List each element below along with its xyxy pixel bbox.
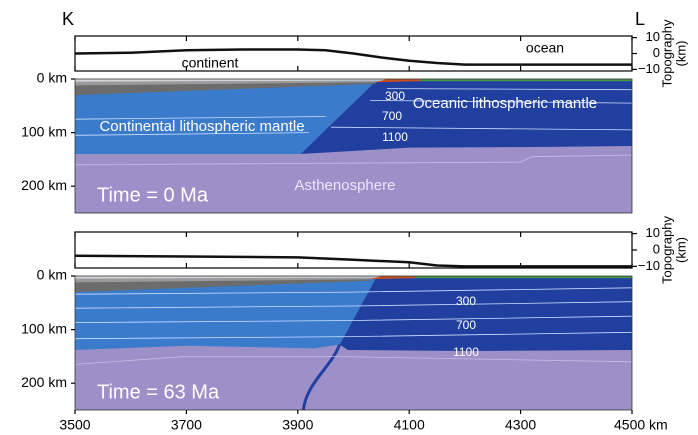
x-tick-label: 3700 bbox=[171, 417, 202, 433]
isotherm-label: 300 bbox=[456, 294, 476, 308]
y-tick-label: 10 bbox=[646, 29, 660, 44]
region-label: Continental lithospheric mantle bbox=[99, 118, 304, 135]
section-label: K bbox=[62, 9, 74, 29]
oceanic-mantle bbox=[340, 278, 632, 351]
y-axis-label: Topography bbox=[659, 216, 674, 284]
y-tick-label: −10 bbox=[638, 258, 660, 273]
region-label: Asthenosphere bbox=[295, 177, 396, 194]
x-tick-label: 3900 bbox=[282, 417, 313, 433]
x-tick-label: 3500 bbox=[59, 417, 90, 433]
isotherm-label: 700 bbox=[456, 318, 476, 332]
ocean-crust bbox=[415, 277, 632, 279]
time-label: Time = 63 Ma bbox=[97, 381, 220, 403]
x-tick-label: 4100 bbox=[394, 417, 425, 433]
isotherm-label: 1100 bbox=[453, 345, 479, 359]
depth-tick-label: 100 km bbox=[21, 320, 67, 336]
depth-tick-label: 0 km bbox=[37, 267, 67, 283]
y-tick-label: −10 bbox=[638, 61, 660, 76]
depth-tick-label: 100 km bbox=[21, 123, 67, 139]
y-axis-label: Topography bbox=[659, 19, 674, 87]
ocean-crust bbox=[420, 80, 632, 82]
isotherm-label: 1100 bbox=[382, 130, 408, 144]
isotherm-label: 700 bbox=[382, 109, 402, 123]
figure: K L 100−10Topography(km)oceancontinent0 … bbox=[0, 0, 698, 435]
region-label: Oceanic lithospheric mantle bbox=[413, 95, 597, 112]
annotation: ocean bbox=[526, 40, 564, 56]
annotation: continent bbox=[182, 55, 239, 71]
depth-tick-label: 0 km bbox=[37, 70, 67, 86]
depth-tick-label: 200 km bbox=[21, 374, 67, 390]
x-tick-label: 4500 km bbox=[614, 417, 668, 433]
time-label: Time = 0 Ma bbox=[97, 184, 209, 206]
topo-frame bbox=[75, 232, 632, 268]
topography-line bbox=[75, 256, 632, 267]
y-tick-label: 10 bbox=[646, 225, 660, 240]
y-axis-label: (km) bbox=[673, 237, 688, 263]
isotherm-label: 300 bbox=[385, 89, 405, 103]
section-label: L bbox=[635, 9, 645, 29]
depth-tick-label: 200 km bbox=[21, 177, 67, 193]
x-tick-label: 4300 bbox=[505, 417, 536, 433]
y-axis-label: (km) bbox=[673, 41, 688, 67]
